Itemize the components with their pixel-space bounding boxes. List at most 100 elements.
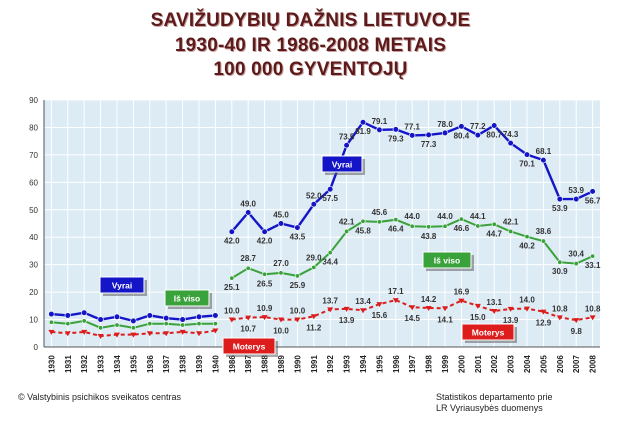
y-tick-label: 50 xyxy=(29,206,38,215)
data-point-is_viso xyxy=(344,228,350,234)
data-label-is_viso: 43.8 xyxy=(421,232,437,241)
data-point-vyrai xyxy=(589,188,596,195)
x-tick-label: 1933 xyxy=(97,355,106,373)
data-label-vyrai: 53.9 xyxy=(568,186,584,195)
data-point-moterys xyxy=(228,317,235,323)
source-right-line2: LR Vyriausybės duomenys xyxy=(436,403,543,413)
data-point-vyrai xyxy=(474,132,481,139)
data-point-is_viso xyxy=(48,319,54,325)
legend-tag-label: Moterys xyxy=(233,342,266,352)
x-tick-label: 1931 xyxy=(64,355,73,373)
data-label-moterys: 10.8 xyxy=(585,304,601,313)
x-tick-label: 2008 xyxy=(589,355,598,373)
data-point-moterys xyxy=(442,306,449,312)
data-label-vyrai: 68.1 xyxy=(536,147,552,156)
chart-title-line-1: SAVIŽUDYBIŲ DAŽNIS LIETUVOJE xyxy=(150,10,471,31)
y-tick-label: 40 xyxy=(29,233,38,242)
data-point-vyrai xyxy=(458,123,465,130)
data-point-vyrai xyxy=(146,312,153,319)
x-tick-label: 1936 xyxy=(146,355,155,373)
x-tick-label: 2005 xyxy=(539,355,548,373)
data-point-vyrai xyxy=(228,228,235,235)
data-label-vyrai: 77.1 xyxy=(404,122,420,131)
x-axis: 1930 1931 1932 1933 1934 1935 1936 1937 1938 1939… xyxy=(44,346,600,373)
data-label-is_viso: 44.0 xyxy=(437,212,453,221)
data-point-moterys xyxy=(507,306,514,312)
data-point-moterys xyxy=(48,329,55,335)
legend-tag-label: Vyrai xyxy=(112,281,132,291)
legend-tag-box xyxy=(222,337,276,355)
data-point-is_viso xyxy=(98,325,104,331)
data-point-is_viso xyxy=(65,321,71,327)
data-label-is_viso: 34.4 xyxy=(322,258,338,267)
data-point-vyrai xyxy=(130,317,137,325)
data-label-moterys: 10.9 xyxy=(257,304,273,313)
data-label-moterys: 10.0 xyxy=(290,307,306,316)
data-point-vyrai xyxy=(359,119,367,126)
data-point-is_viso xyxy=(590,253,596,259)
data-label-moterys: 9.8 xyxy=(571,327,583,336)
data-point-vyrai xyxy=(507,139,514,147)
data-point-is_viso xyxy=(393,217,399,223)
data-label-moterys: 17.1 xyxy=(388,287,404,296)
data-label-vyrai: 77.2 xyxy=(470,122,486,131)
data-label-moterys: 10.8 xyxy=(552,304,568,313)
x-tick-label: 1992 xyxy=(326,355,335,373)
data-point-moterys xyxy=(245,315,252,321)
x-tick-label: 1998 xyxy=(425,355,434,373)
data-point-vyrai xyxy=(97,316,104,323)
data-point-moterys xyxy=(409,305,416,311)
chart-title-line-3: 100 000 GYVENTOJŲ xyxy=(213,59,408,80)
x-tick-label: 2006 xyxy=(556,355,565,373)
data-point-vyrai xyxy=(441,129,449,137)
data-point-moterys xyxy=(573,318,580,324)
x-tick-label: 1993 xyxy=(343,355,352,373)
data-label-moterys: 14.0 xyxy=(519,296,535,305)
data-label-moterys: 13.9 xyxy=(503,316,519,325)
x-tick-label: 1937 xyxy=(162,355,171,373)
data-label-moterys: 10.0 xyxy=(273,327,289,336)
data-point-is_viso xyxy=(163,321,169,327)
y-tick-label: 30 xyxy=(29,261,38,270)
legend-tag-label: Moterys xyxy=(472,328,505,338)
data-point-vyrai xyxy=(425,131,432,138)
legend-tag-box xyxy=(99,276,145,294)
data-point-is_viso xyxy=(442,223,448,229)
data-point-vyrai xyxy=(310,201,317,208)
x-tick-label: 2002 xyxy=(490,355,499,373)
data-labels: 42.0 49.0 42.0 45.0 43.5 52.0 57.5 73.581.979.1… xyxy=(224,117,601,336)
x-tick-label: 1999 xyxy=(441,355,450,373)
x-tick-label: 2003 xyxy=(507,355,516,373)
data-label-is_viso: 44.7 xyxy=(486,229,502,238)
data-label-moterys: 15.0 xyxy=(470,313,486,322)
data-label-vyrai: 45.0 xyxy=(273,211,289,220)
data-label-vyrai: 49.0 xyxy=(240,200,256,209)
data-point-vyrai xyxy=(277,220,285,227)
x-tick-label: 1938 xyxy=(179,355,188,373)
data-point-vyrai xyxy=(81,309,88,316)
data-point-vyrai xyxy=(245,209,252,216)
data-point-moterys xyxy=(212,328,219,334)
data-label-is_viso: 40.2 xyxy=(519,242,535,251)
data-point-vyrai xyxy=(294,224,301,231)
data-point-is_viso xyxy=(278,270,284,276)
data-label-is_viso: 45.6 xyxy=(372,208,388,217)
data-point-is_viso xyxy=(196,321,202,327)
data-label-is_viso: 26.5 xyxy=(257,279,273,288)
data-label-moterys: 13.7 xyxy=(322,296,338,305)
data-point-is_viso xyxy=(573,261,579,267)
y-tick-label: 10 xyxy=(29,316,38,325)
x-tick-label: 1930 xyxy=(47,355,56,373)
legend-tag-label: Iš viso xyxy=(434,256,460,266)
x-tick-label: 1991 xyxy=(310,355,319,373)
x-tick-label: 1997 xyxy=(408,355,417,373)
data-point-moterys xyxy=(146,331,153,337)
data-point-moterys xyxy=(113,332,120,338)
data-label-is_viso: 25.1 xyxy=(224,283,240,292)
data-point-moterys xyxy=(277,317,284,323)
data-label-moterys: 14.5 xyxy=(404,314,420,323)
data-label-vyrai: 80.4 xyxy=(454,131,470,140)
data-point-moterys xyxy=(556,315,563,321)
data-label-vyrai: 77.3 xyxy=(421,140,437,149)
